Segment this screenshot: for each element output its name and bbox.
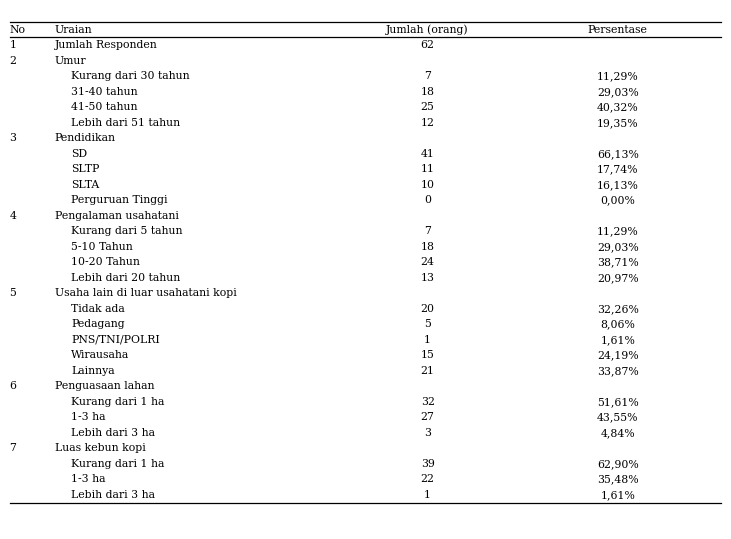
Text: 38,71%: 38,71% [596,257,639,267]
Text: Pedagang: Pedagang [71,319,124,329]
Text: Perguruan Tinggi: Perguruan Tinggi [71,195,167,205]
Text: 6: 6 [10,381,17,391]
Text: SD: SD [71,149,87,159]
Text: 1: 1 [10,40,17,50]
Text: 27: 27 [421,412,434,422]
Text: Jumlah Responden: Jumlah Responden [55,40,158,50]
Text: 43,55%: 43,55% [597,412,638,422]
Text: 25: 25 [421,102,434,112]
Text: 0,00%: 0,00% [600,195,635,205]
Text: 24,19%: 24,19% [597,350,638,360]
Text: Lebih dari 3 ha: Lebih dari 3 ha [71,428,155,438]
Text: 32: 32 [420,397,435,407]
Text: 62: 62 [420,40,435,50]
Text: 7: 7 [424,71,431,81]
Text: 4,84%: 4,84% [600,428,635,438]
Text: 18: 18 [420,87,435,96]
Text: 10-20 Tahun: 10-20 Tahun [71,257,140,267]
Text: 20,97%: 20,97% [597,273,638,283]
Text: 2: 2 [10,56,17,66]
Text: No: No [10,25,26,34]
Text: 40,32%: 40,32% [596,102,639,112]
Text: Persentase: Persentase [588,25,648,34]
Text: 20: 20 [420,304,435,314]
Text: 12: 12 [420,118,435,128]
Text: Lebih dari 20 tahun: Lebih dari 20 tahun [71,273,180,283]
Text: 24: 24 [421,257,434,267]
Text: 32,26%: 32,26% [596,304,639,314]
Text: Uraian: Uraian [55,25,92,34]
Text: 13: 13 [420,273,435,283]
Text: 3: 3 [424,428,431,438]
Text: 33,87%: 33,87% [596,366,639,376]
Text: 29,03%: 29,03% [596,87,639,96]
Text: Kurang dari 5 tahun: Kurang dari 5 tahun [71,226,183,236]
Text: 1-3 ha: 1-3 ha [71,412,105,422]
Text: 15: 15 [421,350,434,360]
Text: 0: 0 [424,195,431,205]
Text: 62,90%: 62,90% [596,459,639,469]
Text: 22: 22 [420,474,435,484]
Text: Kurang dari 30 tahun: Kurang dari 30 tahun [71,71,189,81]
Text: 1,61%: 1,61% [600,335,635,345]
Text: 31-40 tahun: 31-40 tahun [71,87,137,96]
Text: Penguasaan lahan: Penguasaan lahan [55,381,154,391]
Text: 11: 11 [420,164,435,174]
Text: 7: 7 [424,226,431,236]
Text: 41: 41 [421,149,434,159]
Text: Pendidikan: Pendidikan [55,133,115,143]
Text: Tidak ada: Tidak ada [71,304,125,314]
Text: 66,13%: 66,13% [596,149,639,159]
Text: Lebih dari 51 tahun: Lebih dari 51 tahun [71,118,180,128]
Text: 4: 4 [10,211,16,221]
Text: 11,29%: 11,29% [596,226,639,236]
Text: 41-50 tahun: 41-50 tahun [71,102,137,112]
Text: Pengalaman usahatani: Pengalaman usahatani [55,211,178,221]
Text: 1: 1 [424,490,431,500]
Text: 8,06%: 8,06% [600,319,635,329]
Text: 5: 5 [424,319,431,329]
Text: Lebih dari 3 ha: Lebih dari 3 ha [71,490,155,500]
Text: 19,35%: 19,35% [597,118,638,128]
Text: SLTA: SLTA [71,179,99,190]
Text: 29,03%: 29,03% [596,242,639,252]
Text: PNS/TNI/POLRI: PNS/TNI/POLRI [71,335,159,345]
Text: 1: 1 [424,335,431,345]
Text: 3: 3 [10,133,17,143]
Text: 21: 21 [420,366,435,376]
Text: 39: 39 [421,459,434,469]
Text: Luas kebun kopi: Luas kebun kopi [55,443,145,453]
Text: Kurang dari 1 ha: Kurang dari 1 ha [71,459,164,469]
Text: Lainnya: Lainnya [71,366,115,376]
Text: 51,61%: 51,61% [596,397,639,407]
Text: 17,74%: 17,74% [597,164,638,174]
Text: Jumlah (orang): Jumlah (orang) [386,24,469,35]
Text: SLTP: SLTP [71,164,99,174]
Text: Kurang dari 1 ha: Kurang dari 1 ha [71,397,164,407]
Text: Usaha lain di luar usahatani kopi: Usaha lain di luar usahatani kopi [55,288,237,298]
Text: 5-10 Tahun: 5-10 Tahun [71,242,132,252]
Text: 1-3 ha: 1-3 ha [71,474,105,484]
Text: 1,61%: 1,61% [600,490,635,500]
Text: Umur: Umur [55,56,86,66]
Text: 18: 18 [420,242,435,252]
Text: Wirausaha: Wirausaha [71,350,129,360]
Text: 11,29%: 11,29% [596,71,639,81]
Text: 16,13%: 16,13% [596,179,639,190]
Text: 10: 10 [420,179,435,190]
Text: 35,48%: 35,48% [597,474,638,484]
Text: 7: 7 [10,443,16,453]
Text: 5: 5 [10,288,16,298]
